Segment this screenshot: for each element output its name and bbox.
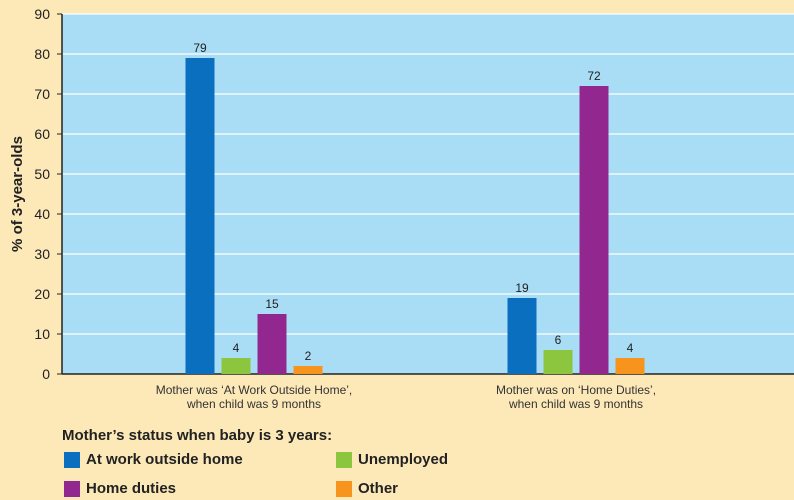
bar-chart: 0 10 20 30 40 50 60 70 80 90 % of 3-year-olds 79 19 4… (9, 6, 794, 411)
bar (507, 298, 537, 374)
bar (257, 314, 287, 374)
legend-swatch-home-duties (64, 480, 80, 497)
y-tick-label: 70 (34, 86, 50, 102)
legend-item-unemployed: Unemployed (336, 451, 448, 468)
bar (543, 350, 573, 374)
plot-area (62, 14, 794, 374)
y-axis-label: % of 3-year-olds (9, 136, 26, 252)
bar (579, 86, 609, 374)
legend-item-other: Other (336, 480, 398, 497)
bar (293, 366, 323, 374)
category-label: when child was 9 months (186, 397, 321, 411)
data-label: 19 (515, 281, 529, 295)
y-tick-label: 60 (34, 126, 50, 142)
legend-label-at-work: At work outside home (86, 451, 243, 468)
y-tick-label: 90 (34, 6, 50, 22)
data-label: 79 (193, 41, 207, 55)
data-label: 4 (627, 341, 634, 355)
legend-label-unemployed: Unemployed (358, 451, 449, 468)
legend-swatch-unemployed (336, 451, 352, 468)
y-tick-label: 0 (42, 366, 50, 382)
legend-item-at-work: At work outside home (64, 451, 243, 468)
legend-item-home-duties: Home duties (64, 480, 176, 497)
y-tick-label: 50 (34, 166, 50, 182)
data-label: 4 (233, 341, 240, 355)
data-label: 72 (587, 69, 601, 83)
y-tick-label: 10 (34, 326, 50, 342)
legend-label-other: Other (358, 480, 399, 497)
legend-title: Mother’s status when baby is 3 years: (62, 427, 333, 444)
legend-swatch-at-work (64, 451, 80, 468)
y-tick-label: 80 (34, 46, 50, 62)
y-tick-label: 20 (34, 286, 50, 302)
data-label: 2 (305, 349, 312, 363)
data-label: 6 (555, 333, 562, 347)
category-label: Mother was on ‘Home Duties’, (496, 383, 656, 397)
y-tick-label: 40 (34, 206, 50, 222)
legend-swatch-other (336, 480, 352, 497)
bar (615, 358, 645, 374)
category-label: Mother was ‘At Work Outside Home’, (156, 383, 353, 397)
legend-label-home-duties: Home duties (86, 480, 177, 497)
y-tick-label: 30 (34, 246, 50, 262)
category-label: when child was 9 months (508, 397, 643, 411)
bar (185, 58, 215, 374)
data-label: 15 (265, 297, 279, 311)
bar (221, 358, 251, 374)
